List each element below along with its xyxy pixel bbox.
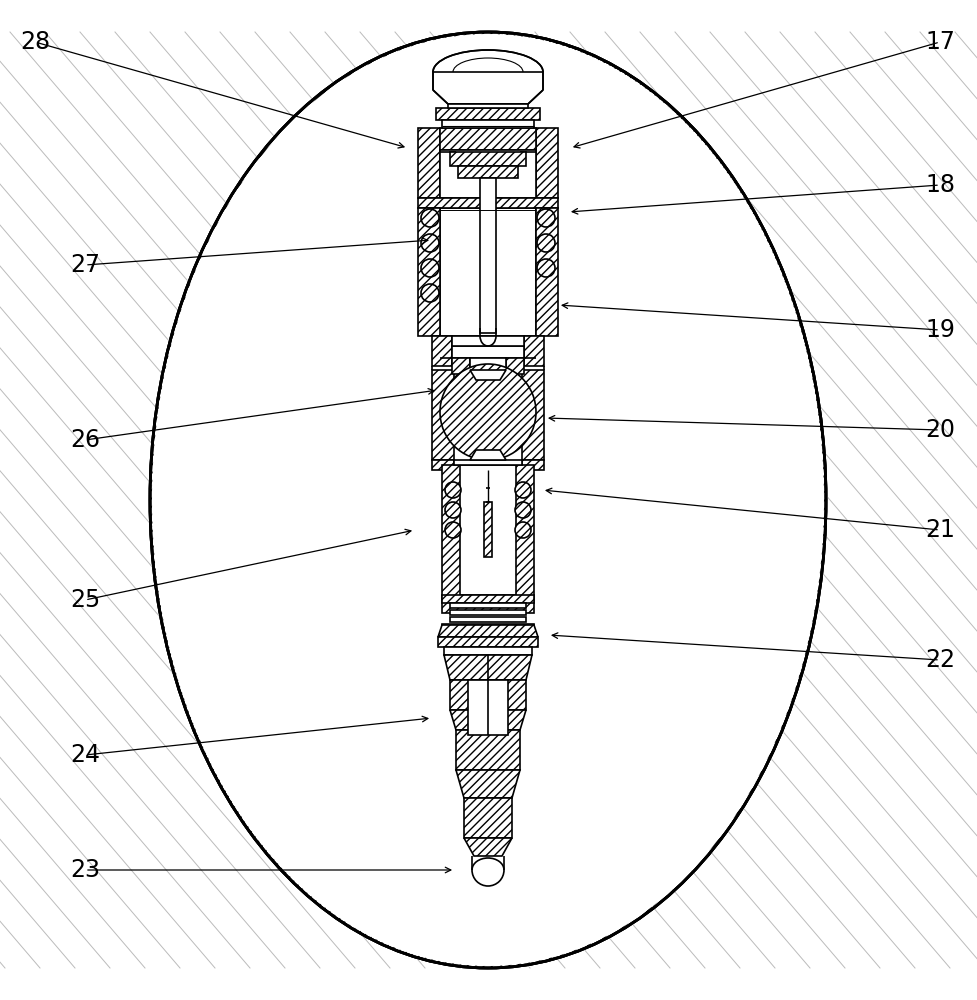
- Text: 20: 20: [925, 418, 955, 442]
- Bar: [432, 460, 454, 470]
- Circle shape: [515, 522, 531, 538]
- Bar: [460, 465, 516, 595]
- Bar: [418, 208, 440, 336]
- Text: 25: 25: [70, 588, 100, 612]
- Bar: [450, 680, 526, 710]
- Bar: [450, 617, 526, 622]
- Bar: [458, 166, 518, 178]
- Bar: [444, 647, 532, 655]
- Circle shape: [537, 234, 555, 252]
- Bar: [452, 346, 524, 358]
- Circle shape: [440, 364, 536, 460]
- Polygon shape: [470, 370, 506, 380]
- Bar: [506, 358, 524, 374]
- Bar: [450, 603, 526, 608]
- Bar: [522, 460, 544, 470]
- Text: 28: 28: [20, 30, 50, 54]
- Bar: [484, 502, 492, 557]
- Circle shape: [421, 259, 439, 277]
- Text: 22: 22: [925, 648, 955, 672]
- Bar: [470, 358, 506, 374]
- Bar: [438, 637, 538, 647]
- Polygon shape: [438, 625, 538, 637]
- Polygon shape: [450, 710, 526, 730]
- Bar: [448, 104, 528, 108]
- Bar: [442, 465, 534, 613]
- Bar: [480, 178, 496, 333]
- Text: 19: 19: [925, 318, 955, 342]
- Bar: [432, 370, 454, 460]
- Bar: [440, 128, 536, 150]
- Bar: [440, 208, 536, 336]
- Text: 26: 26: [70, 428, 100, 452]
- Text: 17: 17: [925, 30, 955, 54]
- Text: 18: 18: [925, 173, 955, 197]
- Polygon shape: [470, 450, 506, 460]
- Bar: [456, 730, 520, 770]
- Bar: [452, 358, 470, 374]
- Bar: [442, 595, 534, 603]
- Circle shape: [445, 502, 461, 518]
- Text: 23: 23: [70, 858, 100, 882]
- Circle shape: [515, 482, 531, 498]
- Bar: [432, 336, 452, 366]
- Bar: [452, 336, 524, 346]
- Bar: [442, 624, 534, 630]
- Polygon shape: [456, 770, 520, 798]
- Bar: [440, 150, 536, 198]
- Circle shape: [445, 482, 461, 498]
- Bar: [468, 680, 508, 735]
- Bar: [464, 798, 512, 838]
- Bar: [522, 370, 544, 460]
- Ellipse shape: [152, 34, 824, 966]
- Bar: [442, 120, 534, 128]
- Circle shape: [445, 522, 461, 538]
- Bar: [536, 128, 558, 198]
- Ellipse shape: [150, 32, 826, 968]
- Bar: [450, 152, 526, 166]
- Circle shape: [421, 234, 439, 252]
- Polygon shape: [464, 838, 512, 856]
- Text: 27: 27: [70, 253, 100, 277]
- Bar: [418, 128, 440, 198]
- Polygon shape: [444, 655, 532, 680]
- Bar: [436, 108, 540, 120]
- Circle shape: [537, 209, 555, 227]
- Circle shape: [515, 502, 531, 518]
- Bar: [418, 198, 558, 208]
- Circle shape: [421, 209, 439, 227]
- Circle shape: [421, 284, 439, 302]
- Bar: [536, 208, 558, 336]
- Bar: [450, 610, 526, 615]
- Bar: [524, 336, 544, 366]
- Text: 24: 24: [70, 743, 100, 767]
- Circle shape: [537, 259, 555, 277]
- Text: 21: 21: [925, 518, 955, 542]
- Polygon shape: [433, 72, 543, 104]
- Bar: [454, 460, 522, 465]
